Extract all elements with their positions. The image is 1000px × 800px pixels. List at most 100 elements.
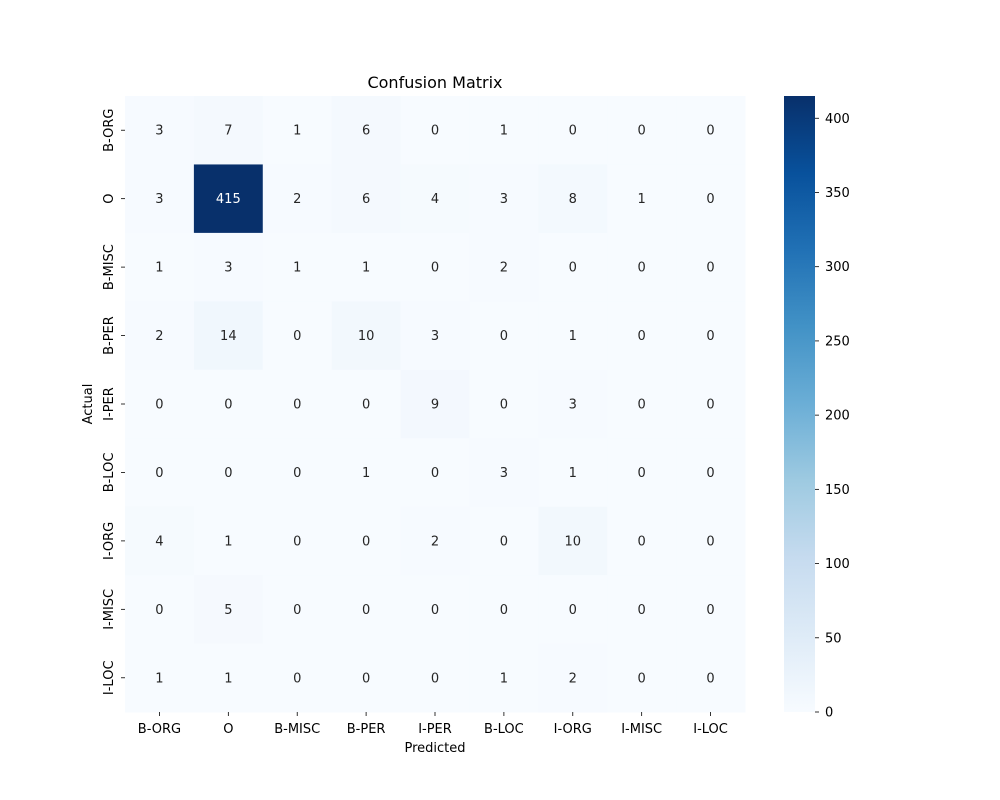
heatmap-cell xyxy=(193,506,264,576)
heatmap-cell xyxy=(607,575,677,645)
heatmap-cell-label: 3 xyxy=(500,466,508,481)
heatmap-cell xyxy=(607,369,677,439)
heatmap-cell-label: 4 xyxy=(431,192,439,207)
heatmap-cell xyxy=(538,506,608,576)
heatmap-cell xyxy=(262,575,333,645)
heatmap-cell xyxy=(676,301,746,371)
heatmap-cell-label: 0 xyxy=(706,398,714,413)
heatmap-cell xyxy=(400,369,470,439)
heatmap-cell xyxy=(125,506,195,576)
heatmap-cell xyxy=(262,301,333,371)
x-tick-label: B-MISC xyxy=(274,722,320,737)
colorbar-tick-label: 0 xyxy=(825,706,833,721)
colorbar-tick-label: 100 xyxy=(825,557,850,572)
heatmap-cell xyxy=(400,232,470,302)
heatmap-cell xyxy=(538,232,608,302)
x-tick-label: B-ORG xyxy=(138,722,181,737)
heatmap-cell xyxy=(262,232,333,302)
heatmap-cell-label: 0 xyxy=(569,603,577,618)
heatmap-cell-label: 0 xyxy=(706,261,714,276)
heatmap-cell-label: 1 xyxy=(224,534,232,549)
y-tick-label: I-PER xyxy=(102,387,117,421)
heatmap-cell-label: 4 xyxy=(155,534,163,549)
heatmap-cell-label: 14 xyxy=(220,329,237,344)
heatmap-cell xyxy=(125,438,195,508)
heatmap-cell xyxy=(676,96,746,165)
heatmap-cell-label: 3 xyxy=(500,192,508,207)
heatmap-cell xyxy=(125,96,195,165)
heatmap-cell xyxy=(125,369,195,439)
colorbar-tick-label: 150 xyxy=(825,483,850,498)
heatmap-cell-label: 2 xyxy=(431,534,439,549)
heatmap-cell-label: 1 xyxy=(569,466,577,481)
heatmap-cell xyxy=(331,301,402,371)
heatmap-cell-label: 10 xyxy=(358,329,375,344)
heatmap-cell-label: 6 xyxy=(362,124,370,139)
heatmap-cell xyxy=(538,575,608,645)
heatmap-cell xyxy=(262,369,333,439)
x-tick-label: B-LOC xyxy=(484,722,524,737)
heatmap-cell xyxy=(469,164,539,234)
heatmap-cell-label: 8 xyxy=(569,192,577,207)
heatmap-cell xyxy=(676,232,746,302)
heatmap-cell-label: 0 xyxy=(638,329,646,344)
heatmap-cell xyxy=(538,438,608,508)
chart-title: Confusion Matrix xyxy=(367,73,502,92)
y-tick-label: B-MISC xyxy=(102,244,117,290)
heatmap-cell xyxy=(676,643,746,713)
heatmap-cell xyxy=(469,575,539,645)
heatmap-cell-label: 1 xyxy=(569,329,577,344)
heatmap-cell xyxy=(676,369,746,439)
colorbar-tick-label: 50 xyxy=(825,631,842,646)
heatmap-cell xyxy=(400,164,470,234)
colorbar-tick-label: 400 xyxy=(825,112,850,127)
heatmap-cell-label: 10 xyxy=(565,534,582,549)
heatmap-cell-label: 0 xyxy=(638,671,646,686)
heatmap-cell xyxy=(607,96,677,165)
heatmap-cell-label: 1 xyxy=(500,671,508,686)
x-tick-label: O xyxy=(223,722,233,737)
heatmap-cell xyxy=(400,643,470,713)
heatmap-cell xyxy=(193,438,264,508)
colorbar-tick-label: 250 xyxy=(825,334,850,349)
heatmap-cell xyxy=(331,506,402,576)
heatmap-cell xyxy=(538,96,608,165)
heatmap-cell-label: 0 xyxy=(569,124,577,139)
heatmap-cell xyxy=(400,575,470,645)
heatmap-cell-label: 2 xyxy=(569,671,577,686)
heatmap-cell xyxy=(676,164,746,234)
heatmap-cell-label: 2 xyxy=(155,329,163,344)
heatmap-cell-label: 3 xyxy=(431,329,439,344)
heatmap-cell-label: 0 xyxy=(431,124,439,139)
x-tick-label: I-PER xyxy=(418,722,452,737)
heatmap-cells xyxy=(125,96,746,713)
heatmap-cell-label: 0 xyxy=(155,466,163,481)
heatmap-cell xyxy=(469,438,539,508)
heatmap-cell-label: 0 xyxy=(706,192,714,207)
heatmap-cell-label: 0 xyxy=(431,603,439,618)
heatmap-cell-label: 1 xyxy=(293,261,301,276)
heatmap-cell xyxy=(538,301,608,371)
heatmap-cell-label: 0 xyxy=(362,398,370,413)
colorbar-tick-label: 350 xyxy=(825,186,850,201)
heatmap-cell-label: 0 xyxy=(155,398,163,413)
x-tick-label: B-PER xyxy=(347,722,386,737)
heatmap-cell-label: 6 xyxy=(362,192,370,207)
heatmap-cell-label: 3 xyxy=(569,398,577,413)
x-tick-label: I-LOC xyxy=(693,722,728,737)
heatmap-cell xyxy=(193,232,264,302)
heatmap-cell xyxy=(538,369,608,439)
heatmap-cell xyxy=(125,575,195,645)
heatmap-cell xyxy=(331,575,402,645)
x-axis-label: Predicted xyxy=(404,741,465,756)
heatmap-cell xyxy=(262,643,333,713)
y-tick-label: I-MISC xyxy=(102,589,117,630)
heatmap-cell-label: 0 xyxy=(706,466,714,481)
heatmap-cell-label: 7 xyxy=(224,124,232,139)
heatmap-cell-label: 0 xyxy=(362,671,370,686)
heatmap-cell-label: 1 xyxy=(224,671,232,686)
heatmap-cell-label: 0 xyxy=(706,124,714,139)
heatmap-cell xyxy=(469,232,539,302)
heatmap-cell xyxy=(331,643,402,713)
heatmap-cell xyxy=(469,643,539,713)
